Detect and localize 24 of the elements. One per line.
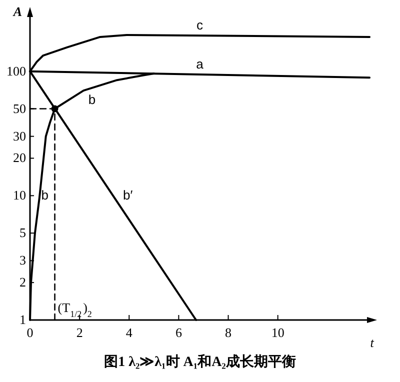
annotation: b (41, 188, 48, 203)
annotation: (T$_{1/2}$)$_{2}$ (58, 300, 92, 319)
y-axis-title: A (12, 4, 22, 19)
series-label: c (196, 18, 204, 33)
y-tick-label: 3 (20, 252, 26, 268)
series-label: b′ (123, 188, 134, 203)
x-tick-label: 8 (225, 325, 232, 340)
y-tick-label: 30 (13, 128, 26, 144)
y-tick-label: 20 (13, 150, 26, 166)
x-tick-label: 6 (175, 325, 182, 340)
y-tick-label: 1 (20, 312, 26, 327)
x-tick-label: 4 (126, 325, 133, 340)
y-tick-label: 50 (13, 100, 26, 116)
x-tick-label: 10 (271, 325, 284, 340)
x-tick-label: 2 (76, 325, 83, 340)
text: 图1 λ₂≫λ₁时 A₁和A₂成长期平衡 (104, 354, 296, 370)
x-axis-title: t (370, 335, 374, 350)
y-tick-label: 5 (20, 225, 26, 240)
y-tick-label: 100 (6, 63, 26, 78)
y-tick-label: 2 (20, 274, 26, 290)
x-tick-label: 0 (26, 325, 34, 340)
series-label: b (88, 92, 96, 107)
series-label: a (196, 56, 204, 72)
y-tick-label: 10 (13, 188, 26, 203)
